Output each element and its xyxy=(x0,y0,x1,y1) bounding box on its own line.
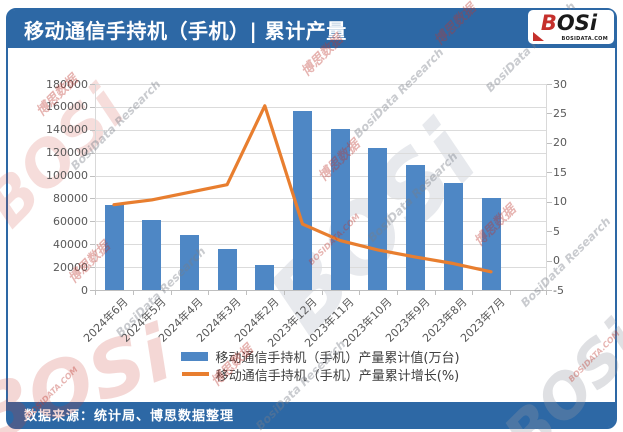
data-source-text: 数据来源：统计局、博思数据整理 xyxy=(24,409,235,424)
legend-item-growth: 移动通信手持机（手机）产量累计增长(%) xyxy=(95,365,546,384)
bosi-logo: BOSi BOSIDATA.COM xyxy=(528,10,614,44)
footer-bar: 数据来源：统计局、博思数据整理 xyxy=(8,402,615,427)
bosi-logo-text: BOSi xyxy=(540,11,598,35)
bosi-logo-triangle-icon xyxy=(533,32,544,41)
legend-bar-swatch xyxy=(181,351,209,361)
bosi-logo-domain: BOSIDATA.COM xyxy=(561,36,608,42)
legend-item-production: 移动通信手持机（手机）产量累计值(万台) xyxy=(95,347,546,366)
header-bar: 移动通信手持机（手机）| 累计产量 xyxy=(8,10,615,48)
chart-legend: 移动通信手持机（手机）产量累计值(万台) 移动通信手持机（手机）产量累计增长(%… xyxy=(95,347,546,384)
legend-line-swatch xyxy=(181,372,209,376)
legend-line-label: 移动通信手持机（手机）产量累计增长(%) xyxy=(215,368,460,384)
legend-bar-label: 移动通信手持机（手机）产量累计值(万台) xyxy=(215,350,460,366)
page-title: 移动通信手持机（手机）| 累计产量 xyxy=(24,18,347,43)
